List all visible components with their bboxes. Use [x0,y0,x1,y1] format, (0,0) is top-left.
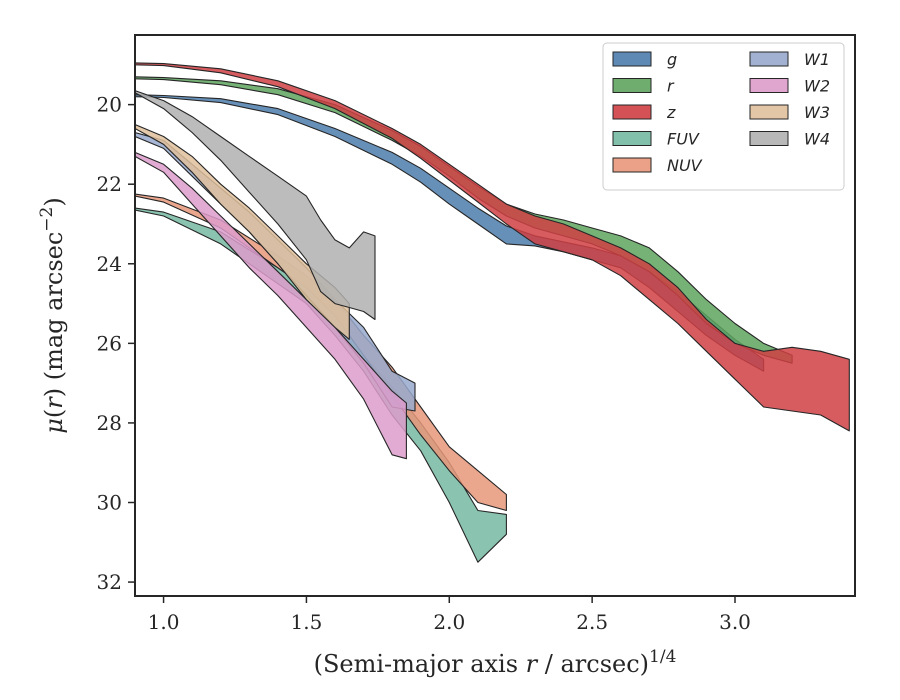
y-tick-label: 22 [97,172,122,196]
y-tick-label: 20 [97,93,122,117]
x-tick-label: 1.0 [148,610,180,634]
legend-swatch-z [612,104,652,120]
legend-swatch-w3 [749,104,789,120]
x-axis-label: (Semi-major axis r / arcsec)1/4 [314,647,677,678]
legend-label-fuv: FUV [667,130,700,149]
legend-label-w4: W4 [804,130,830,149]
x-tick-label: 2.5 [576,610,608,634]
x-tick-label: 3.0 [719,610,751,634]
legend: grz FUV NUV W1 W2 W3 W4 [602,42,845,191]
plot-area [135,62,850,563]
band-z [135,62,850,432]
legend-swatch-w1 [749,51,789,67]
legend-swatch-w4 [749,131,789,146]
x-tick-label: 1.5 [291,610,323,634]
legend-label-r: r [667,77,675,96]
y-tick-label: 24 [97,252,122,276]
y-tick-label: 26 [97,331,122,355]
band-w2 [135,151,407,460]
legend-label-z: z [666,103,676,122]
legend-swatch-fuv [612,131,652,146]
legend-label-w1: W1 [804,50,830,69]
legend-label-g: g [667,50,677,69]
axis-ticks: 1.0 1.5 2.0 2.5 3.0 20 22 24 26 28 30 32 [97,93,751,634]
y-tick-label: 30 [97,491,122,515]
band-w4 [135,90,376,321]
legend-label-w3: W3 [804,103,830,122]
legend-swatch-r [612,78,652,93]
axes-frame [134,34,856,597]
legend-label-nuv: NUV [667,156,703,175]
x-tick-label: 2.0 [433,610,465,634]
legend-swatch-w2 [749,78,789,93]
y-tick-label: 32 [97,570,122,594]
legend-swatch-g [612,51,652,67]
legend-swatch-nuv [612,157,652,173]
band-w3 [135,123,350,340]
y-tick-label: 28 [97,411,122,435]
y-axis-label: μ(r) (mag arcsec−2) [37,197,68,434]
legend-label-w2: W2 [804,77,830,96]
